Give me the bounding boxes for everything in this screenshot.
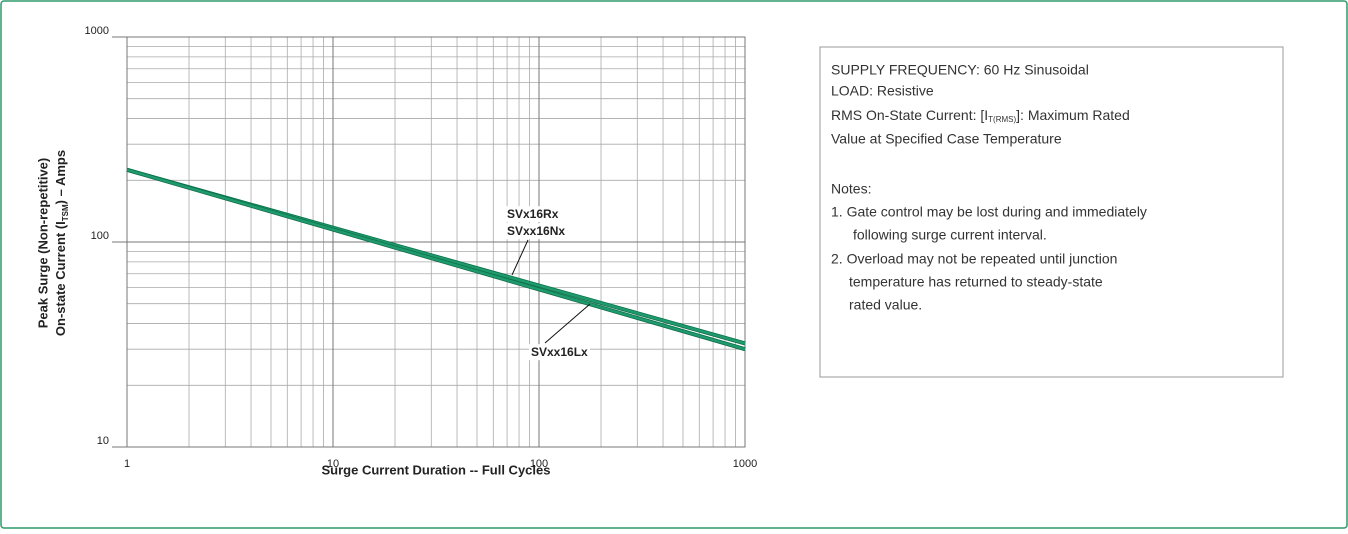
x-tick-label: 10 <box>327 458 339 470</box>
leader-line <box>544 303 591 344</box>
label-bg <box>505 206 561 223</box>
rms-sub: T(RMS) <box>988 115 1016 124</box>
series-label: SVxx16Nx <box>507 224 565 238</box>
note-line: temperature has returned to steady-state <box>849 274 1103 290</box>
y-tick-label: 1000 <box>85 25 109 37</box>
note-line: 1. Gate control may be lost during and i… <box>831 204 1147 220</box>
x-axis-label: Surge Current Duration -- Full Cycles <box>322 462 551 477</box>
leader-line <box>511 239 529 276</box>
rms-tail: ]: Maximum Rated <box>1016 107 1130 123</box>
note-line: Value at Specified Case Temperature <box>831 131 1062 147</box>
x-tick-label: 100 <box>530 458 548 470</box>
notes-box <box>819 46 1284 378</box>
x-tick-label: 1 <box>124 458 130 470</box>
y-label-text: On-state Current (I <box>53 221 68 336</box>
note-line: 2. Overload may not be repeated until ju… <box>831 251 1117 267</box>
note-line: SUPPLY FREQUENCY: 60 Hz Sinusoidal <box>831 62 1089 78</box>
note-line: RMS On-State Current: [IT(RMS)]: Maximum… <box>831 107 1130 124</box>
label-bg <box>529 344 591 361</box>
y-tick-label: 100 <box>91 230 109 242</box>
series-label: SVxx16Lx <box>531 345 588 359</box>
rms-text: RMS On-State Current: [I <box>831 107 988 123</box>
y-axis-label: On-state Current (ITSM) – Amps <box>53 150 70 336</box>
series-label: SVx16Rx <box>507 207 559 221</box>
y-axis-label: Peak Surge (Non-repetitive) <box>35 158 50 329</box>
note-line: LOAD: Resistive <box>831 83 934 99</box>
notes-title: Notes: <box>831 181 871 197</box>
note-line: rated value. <box>849 297 922 313</box>
note-line: following surge current interval. <box>853 227 1047 243</box>
notes: SUPPLY FREQUENCY: 60 Hz Sinusoidal LOAD:… <box>831 62 1147 313</box>
series-line <box>126 168 746 351</box>
y-label-sub: TSM <box>61 204 70 221</box>
label-bg <box>505 223 568 240</box>
x-tick-label: 1000 <box>733 458 757 470</box>
y-label-tail: ) – Amps <box>53 150 68 204</box>
y-tick-label: 10 <box>97 435 109 447</box>
